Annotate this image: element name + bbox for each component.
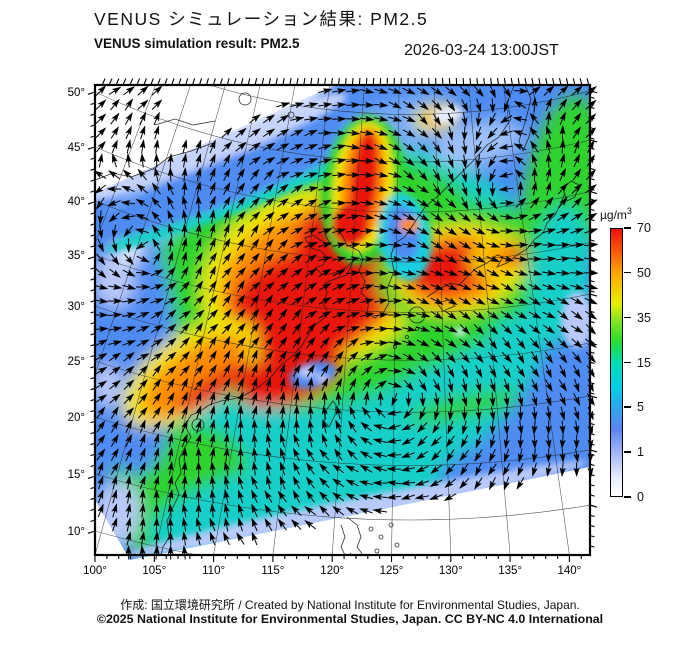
svg-text:50°: 50° [68, 87, 85, 99]
map-canvas: 100° 105° 110° 115° 120° 125° 130° 135° 140° 50° 4… [68, 77, 598, 577]
forecast-timestamp: 2026-03-24 13:00JST [404, 42, 559, 59]
svg-text:10°: 10° [68, 526, 85, 538]
svg-text:100°: 100° [83, 565, 107, 577]
map-root: 100° 105° 110° 115° 120° 125° 130° 135° 140° 50° 4… [68, 77, 598, 577]
svg-text:40°: 40° [68, 196, 85, 208]
colorbar-tick [624, 227, 631, 229]
colorbar-tick-label: 0 [637, 490, 644, 504]
colorbar-tick-label: 35 [637, 310, 651, 325]
colorbar-tick-label: 50 [637, 265, 651, 280]
svg-text:115°: 115° [261, 565, 284, 577]
svg-text:25°: 25° [68, 356, 85, 368]
pm25-map: 100° 105° 110° 115° 120° 125° 130° 135° 140° 50° 4… [68, 77, 598, 577]
colorbar-tick-label: 15 [637, 355, 651, 370]
footer-license: ©2025 National Institute for Environment… [96, 612, 604, 626]
colorbar-tick-label: 5 [637, 400, 644, 415]
page-title-japanese: VENUS シミュレーション結果: PM2.5 [94, 9, 429, 29]
colorbar-tick [624, 451, 631, 453]
page-title-english: VENUS simulation result: PM2.5 [94, 36, 300, 51]
svg-text:125°: 125° [380, 565, 404, 577]
svg-text:130°: 130° [439, 565, 463, 577]
colorbar-tick [624, 316, 631, 319]
footer-credit: 作成: 国立環境研究所 / Created by National Instit… [120, 598, 580, 612]
svg-text:20°: 20° [68, 412, 85, 424]
svg-text:15°: 15° [68, 469, 85, 481]
map-frame [93, 83, 592, 557]
svg-text:135°: 135° [498, 565, 522, 577]
colorbar-tick [624, 271, 631, 274]
colorbar-tick [624, 406, 631, 408]
svg-text:30°: 30° [68, 301, 85, 313]
colorbar-tick [624, 496, 631, 498]
svg-text:110°: 110° [202, 565, 225, 577]
axis-labels: 100° 105° 110° 115° 120° 125° 130° 135° 140° 50° 4… [68, 87, 582, 577]
colorbar [610, 228, 623, 497]
svg-text:120°: 120° [320, 565, 344, 577]
svg-text:105°: 105° [142, 565, 166, 577]
svg-text:140°: 140° [558, 565, 582, 577]
colorbar-unit-label: µg/m3 [600, 206, 632, 222]
colorbar-tick-label: 70 [637, 221, 651, 235]
svg-text:35°: 35° [68, 250, 85, 262]
axis-ticks [87, 77, 598, 562]
colorbar-tick-label: 1 [637, 445, 644, 460]
svg-text:45°: 45° [68, 142, 85, 154]
colorbar-tick [624, 361, 631, 364]
